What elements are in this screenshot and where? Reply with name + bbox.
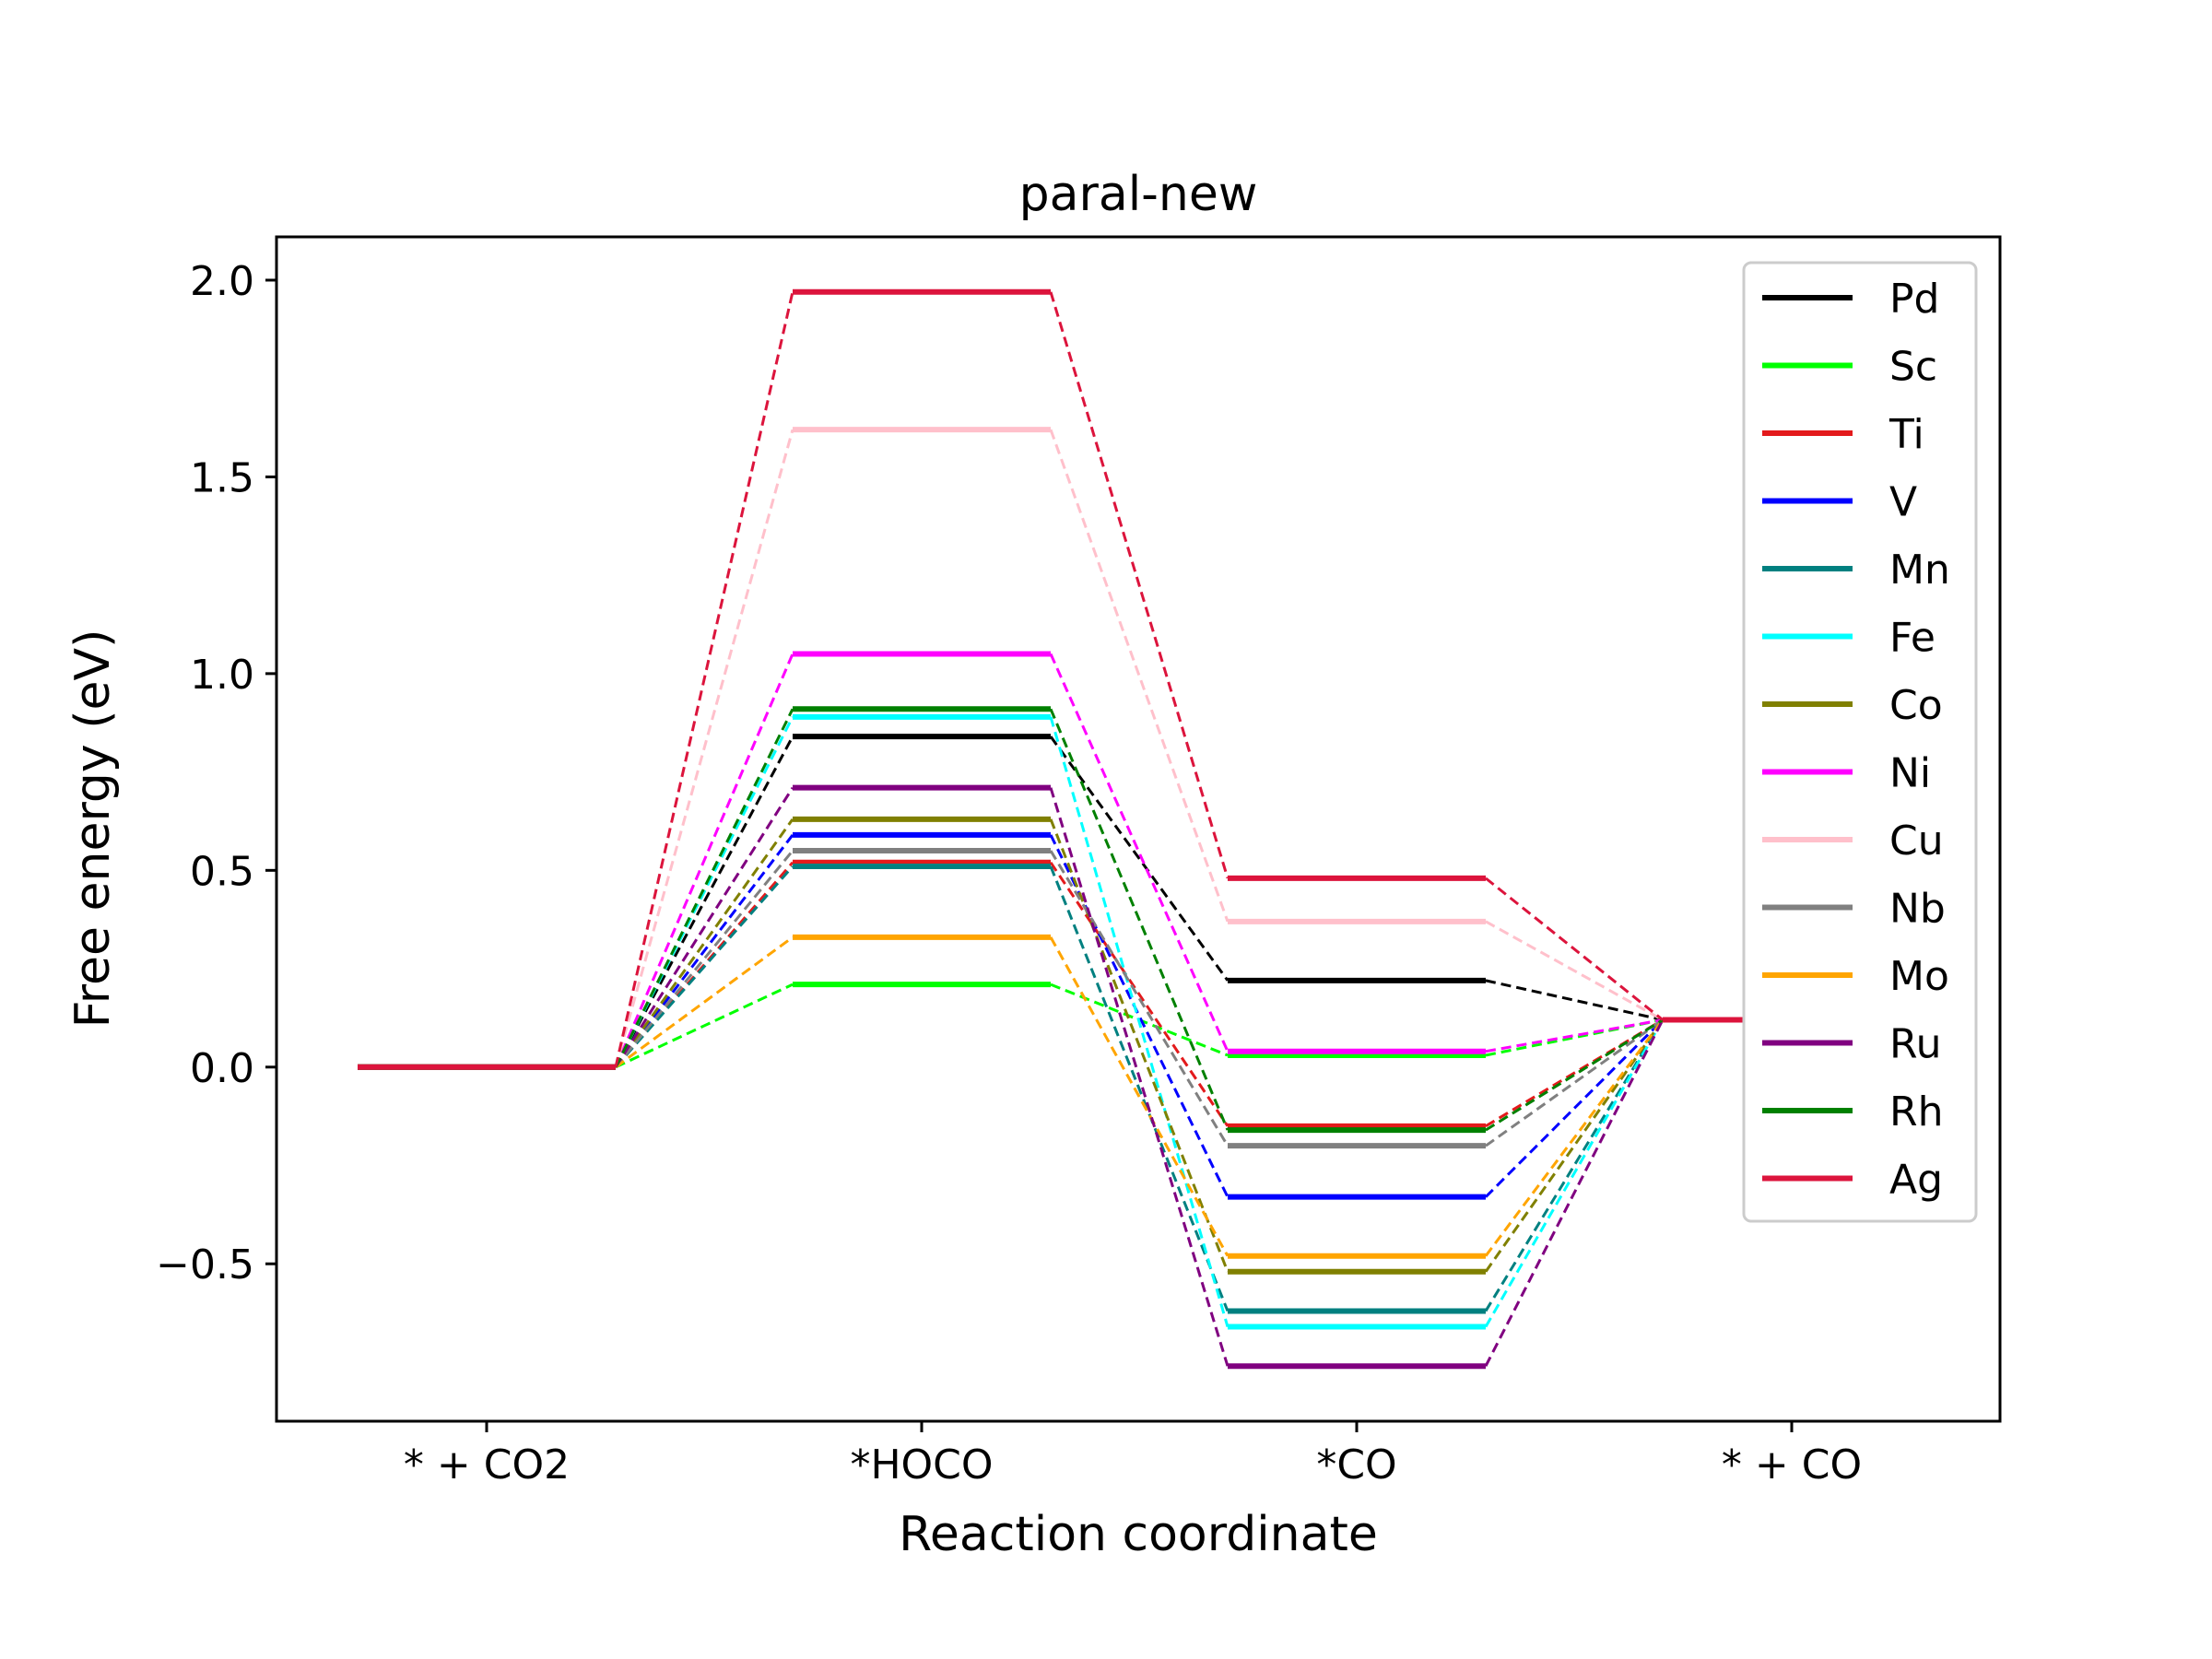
legend-label: Cu xyxy=(1889,818,1944,865)
legend-frame xyxy=(1742,261,1978,1223)
legend-item-ru: Ru xyxy=(1762,1021,1941,1068)
connector-ni-2 xyxy=(1485,1018,1664,1053)
legend-label: Mo xyxy=(1889,953,1949,1000)
legend-label: Sc xyxy=(1889,344,1937,391)
connector-ag-1 xyxy=(1049,291,1230,879)
legend-item-ti: Ti xyxy=(1762,411,1924,458)
connector-fe-1 xyxy=(1049,716,1230,1327)
series-ag xyxy=(358,288,1921,1070)
legend-label: Pd xyxy=(1889,276,1939,323)
connector-nb-2 xyxy=(1485,1018,1664,1147)
legend-item-ag: Ag xyxy=(1762,1157,1943,1204)
connector-co-0 xyxy=(614,818,794,1068)
legend-item-cu: Cu xyxy=(1762,818,1944,865)
legend: Pd Sc Ti V Mn Fe Co Ni Cu Nb Mo Ru Rh Ag xyxy=(1742,261,1978,1223)
plot-frame xyxy=(275,235,2002,1423)
connector-rh-2 xyxy=(1485,1018,1664,1132)
x-axis: * + CO2 *HOCO *CO * + CO xyxy=(404,1421,1862,1488)
legend-label: Fe xyxy=(1889,615,1936,662)
legend-label: Nb xyxy=(1889,886,1946,933)
connector-mn-0 xyxy=(614,865,794,1068)
connector-fe-2 xyxy=(1484,1018,1665,1328)
connector-nb-1 xyxy=(1049,850,1230,1147)
connector-cu-1 xyxy=(1049,429,1230,923)
connector-mn-1 xyxy=(1049,865,1230,1312)
legend-item-pd: Pd xyxy=(1762,276,1939,323)
legend-item-v: V xyxy=(1762,479,1917,526)
y-tick-label: 1.0 xyxy=(190,652,254,699)
connector-mo-0 xyxy=(615,935,794,1068)
chart-title: paral-new xyxy=(1019,167,1258,222)
legend-label: Ni xyxy=(1889,750,1931,797)
x-tick-label: *HOCO xyxy=(850,1441,993,1488)
connector-mo-1 xyxy=(1049,936,1230,1257)
connector-ti-1 xyxy=(1049,861,1230,1127)
connector-rh-1 xyxy=(1049,708,1230,1131)
y-axis: −0.5 0.0 0.5 1.0 1.5 2.0 xyxy=(156,258,276,1288)
connector-pd-1 xyxy=(1049,735,1230,982)
x-tick-label: * + CO2 xyxy=(404,1441,570,1488)
legend-item-mn: Mn xyxy=(1762,547,1950,594)
legend-item-co: Co xyxy=(1762,682,1943,729)
connector-ru-1 xyxy=(1049,787,1230,1367)
x-tick-label: *CO xyxy=(1316,1441,1396,1488)
connector-cu-2 xyxy=(1485,920,1664,1021)
y-tick-label: 2.0 xyxy=(190,258,254,305)
x-tick-label: * + CO xyxy=(1722,1441,1862,1488)
connector-v-2 xyxy=(1484,1018,1665,1198)
connector-ni-0 xyxy=(614,653,794,1068)
legend-item-fe: Fe xyxy=(1762,615,1936,662)
legend-item-nb: Nb xyxy=(1762,886,1946,933)
connector-rh-0 xyxy=(614,708,794,1068)
legend-label: Rh xyxy=(1889,1088,1943,1135)
legend-label: Ru xyxy=(1889,1021,1941,1068)
connector-co-2 xyxy=(1484,1018,1665,1273)
connector-co-1 xyxy=(1049,818,1230,1273)
connector-ag-0 xyxy=(614,291,794,1068)
legend-label: V xyxy=(1889,479,1917,526)
legend-label: Co xyxy=(1889,682,1943,729)
legend-label: Ti xyxy=(1888,411,1924,458)
y-tick-label: −0.5 xyxy=(156,1241,254,1288)
connector-sc-0 xyxy=(615,982,794,1069)
connector-mo-2 xyxy=(1484,1018,1665,1257)
legend-item-mo: Mo xyxy=(1762,953,1949,1000)
x-axis-label: Reaction coordinate xyxy=(899,1507,1378,1562)
connector-pd-2 xyxy=(1485,979,1664,1022)
connector-v-0 xyxy=(614,833,794,1068)
y-axis-label: Free energy (eV) xyxy=(65,629,121,1029)
connector-mn-2 xyxy=(1484,1018,1665,1312)
connector-ru-2 xyxy=(1484,1018,1665,1367)
legend-item-rh: Rh xyxy=(1762,1088,1943,1135)
y-tick-label: 0.0 xyxy=(190,1045,254,1092)
legend-item-ni: Ni xyxy=(1762,750,1931,797)
connector-ag-2 xyxy=(1485,877,1664,1021)
connector-ti-2 xyxy=(1485,1018,1664,1128)
y-tick-label: 0.5 xyxy=(190,848,254,895)
connector-ni-1 xyxy=(1049,653,1230,1053)
y-tick-label: 1.5 xyxy=(190,454,254,501)
legend-item-sc: Sc xyxy=(1762,344,1937,391)
connector-cu-0 xyxy=(614,429,794,1068)
legend-label: Ag xyxy=(1889,1157,1943,1204)
legend-label: Mn xyxy=(1889,547,1950,594)
connector-ru-0 xyxy=(614,786,794,1068)
